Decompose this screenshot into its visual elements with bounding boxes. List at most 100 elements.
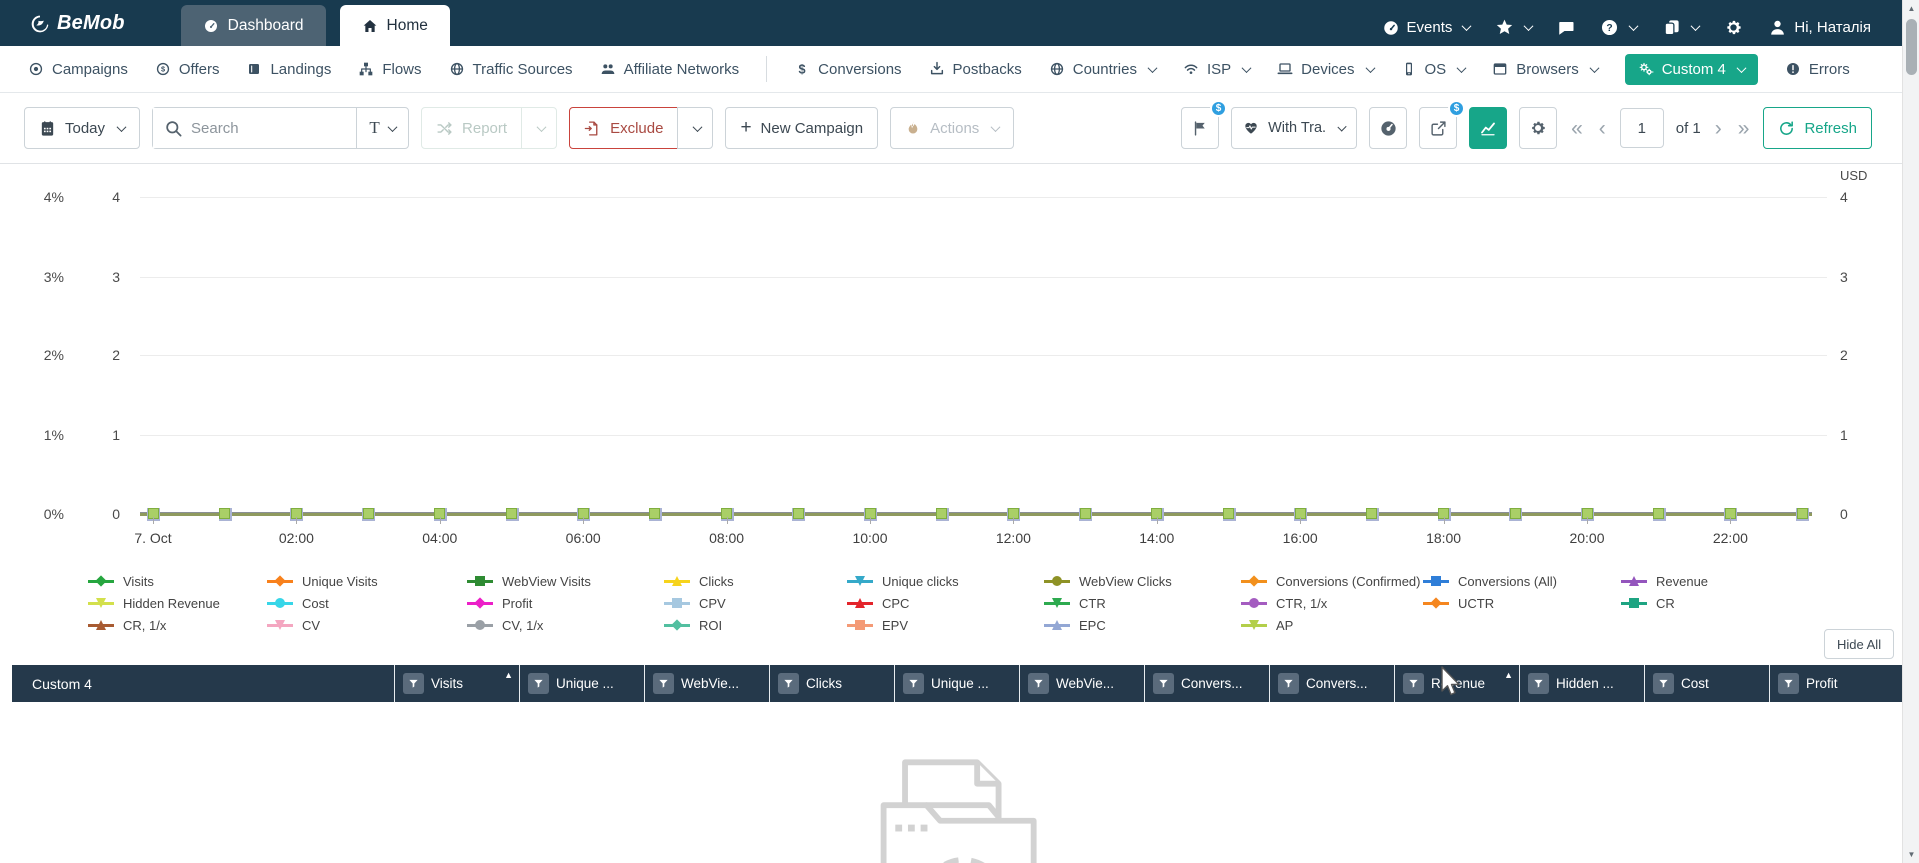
legend-item-uctr[interactable]: UCTR	[1423, 596, 1621, 611]
columns-settings-button[interactable]	[1519, 107, 1558, 149]
filter-funnel-icon[interactable]	[903, 673, 924, 694]
settings-button[interactable]	[1724, 18, 1743, 37]
legend-item-cv-1-x[interactable]: CV, 1/x	[467, 618, 664, 633]
scrollbar-thumb[interactable]	[1906, 19, 1917, 75]
prev-page-button[interactable]: ‹	[1598, 116, 1606, 140]
legend-item-cv[interactable]: CV	[267, 618, 467, 633]
vertical-scrollbar[interactable]: ▲ ▼	[1902, 0, 1919, 863]
legend-item-hidden-revenue[interactable]: Hidden Revenue	[88, 596, 267, 611]
page-number-input[interactable]	[1619, 108, 1664, 148]
date-range-button[interactable]: Today	[24, 107, 141, 149]
legend-item-ctr[interactable]: CTR	[1044, 596, 1241, 611]
filter-funnel-icon[interactable]	[528, 673, 549, 694]
subnav-item-campaigns[interactable]: Campaigns	[28, 61, 128, 78]
legend-item-conversions-all[interactable]: Conversions (All)	[1423, 574, 1621, 589]
column-header-webvie[interactable]: WebVie...	[644, 665, 769, 702]
subnav-item-devices[interactable]: Devices	[1277, 61, 1375, 78]
legend-item-cr[interactable]: CR	[1621, 596, 1848, 611]
refresh-button[interactable]: Refresh	[1763, 107, 1872, 149]
column-header-clicks[interactable]: Clicks	[769, 665, 894, 702]
subnav-item-countries[interactable]: Countries	[1049, 61, 1158, 78]
column-header-custom-4[interactable]: Custom 4	[12, 665, 394, 702]
column-header-webvie[interactable]: WebVie...	[1019, 665, 1144, 702]
report-dropdown-button[interactable]	[521, 107, 558, 149]
sort-asc-icon[interactable]: ▲	[1504, 670, 1513, 680]
hide-all-button[interactable]: Hide All	[1824, 629, 1895, 659]
favorites-menu[interactable]	[1495, 18, 1534, 37]
subnav-item-affiliate-networks[interactable]: Affiliate Networks	[600, 61, 739, 78]
legend-item-profit[interactable]: Profit	[467, 596, 664, 611]
export-button[interactable]: $	[1419, 100, 1466, 149]
subnav-item-offers[interactable]: $ Offers	[155, 61, 219, 78]
exclude-button[interactable]: Exclude	[569, 107, 679, 149]
search-input[interactable]	[153, 108, 357, 148]
last-page-button[interactable]: »	[1737, 116, 1750, 140]
legend-item-cpc[interactable]: CPC	[847, 596, 1044, 611]
new-campaign-button[interactable]: + New Campaign	[725, 107, 879, 149]
legend-item-webview-clicks[interactable]: WebView Clicks	[1044, 574, 1241, 589]
sort-asc-icon[interactable]: ▲	[504, 670, 513, 680]
scroll-up-button[interactable]: ▲	[1907, 4, 1916, 13]
legend-item-unique-visits[interactable]: Unique Visits	[267, 574, 467, 589]
report-button[interactable]: Report	[421, 107, 523, 149]
exclude-dropdown-button[interactable]	[677, 107, 714, 149]
subnav-item-traffic-sources[interactable]: Traffic Sources	[449, 61, 573, 78]
column-header-unique[interactable]: Unique ...	[894, 665, 1019, 702]
subnav-item-browsers[interactable]: Browsers	[1492, 61, 1600, 78]
legend-item-epv[interactable]: EPV	[847, 618, 1044, 633]
column-header-hidden[interactable]: Hidden ...	[1519, 665, 1644, 702]
legend-item-unique-clicks[interactable]: Unique clicks	[847, 574, 1044, 589]
first-page-button[interactable]: «	[1571, 116, 1583, 140]
events-menu[interactable]: Events	[1382, 19, 1472, 37]
legend-item-cr-1-x[interactable]: CR, 1/x	[88, 618, 267, 633]
legend-item-cost[interactable]: Cost	[267, 596, 467, 611]
messages-button[interactable]	[1557, 19, 1575, 37]
filter-funnel-icon[interactable]	[1528, 673, 1549, 694]
subnav-item-errors[interactable]: Errors	[1785, 61, 1850, 78]
legend-item-clicks[interactable]: Clicks	[664, 574, 847, 589]
subnav-item-conversions[interactable]: $ Conversions	[794, 61, 902, 78]
brand-logo[interactable]: BeMob	[30, 12, 125, 35]
subnav-item-os[interactable]: OS	[1401, 61, 1467, 78]
next-page-button[interactable]: ›	[1714, 116, 1722, 140]
filter-funnel-icon[interactable]	[1653, 673, 1674, 694]
account-menu[interactable]: Hi, Наталія	[1768, 18, 1871, 37]
flag-button[interactable]: $	[1181, 100, 1228, 149]
chart-toggle-button[interactable]	[1469, 107, 1508, 149]
scroll-down-button[interactable]: ▼	[1907, 850, 1916, 859]
legend-item-visits[interactable]: Visits	[88, 574, 267, 589]
column-header-cost[interactable]: Cost	[1644, 665, 1769, 702]
help-menu[interactable]: ?	[1600, 18, 1639, 37]
subnav-item-isp[interactable]: ISP	[1183, 61, 1252, 78]
traffic-filter-dropdown[interactable]: With Tra...	[1231, 107, 1358, 149]
actions-button[interactable]: Actions	[890, 107, 1015, 149]
filter-funnel-icon[interactable]	[653, 673, 674, 694]
legend-item-ap[interactable]: AP	[1241, 618, 1423, 633]
column-header-profit[interactable]: Profit	[1769, 665, 1894, 702]
legend-item-revenue[interactable]: Revenue	[1621, 574, 1848, 589]
tab-dashboard[interactable]: Dashboard	[180, 5, 326, 46]
column-header-visits[interactable]: Visits ▲	[394, 665, 519, 702]
subnav-item-flows[interactable]: Flows	[358, 61, 422, 78]
legend-item-cpv[interactable]: CPV	[664, 596, 847, 611]
column-header-unique[interactable]: Unique ...	[519, 665, 644, 702]
filter-funnel-icon[interactable]	[1278, 673, 1299, 694]
legend-item-roi[interactable]: ROI	[664, 618, 847, 633]
visibility-button[interactable]	[1369, 107, 1408, 149]
resources-menu[interactable]	[1662, 18, 1701, 37]
filter-funnel-icon[interactable]	[1153, 673, 1174, 694]
legend-item-conversions-confirmed[interactable]: Conversions (Confirmed)	[1241, 574, 1423, 589]
column-header-convers[interactable]: Convers...	[1269, 665, 1394, 702]
filter-funnel-icon[interactable]	[1028, 673, 1049, 694]
legend-item-webview-visits[interactable]: WebView Visits	[467, 574, 664, 589]
filter-funnel-icon[interactable]	[778, 673, 799, 694]
subnav-item-landings[interactable]: Landings	[246, 61, 331, 78]
column-header-convers[interactable]: Convers...	[1144, 665, 1269, 702]
legend-item-ctr-1-x[interactable]: CTR, 1/x	[1241, 596, 1423, 611]
column-header-revenue[interactable]: Revenue ▲	[1394, 665, 1519, 702]
subnav-item-postbacks[interactable]: Postbacks	[929, 61, 1022, 78]
search-type-selector[interactable]: T	[356, 108, 408, 148]
tab-home[interactable]: Home	[339, 5, 450, 46]
subnav-item-custom-4[interactable]: Custom 4	[1624, 53, 1758, 85]
filter-funnel-icon[interactable]	[1403, 673, 1424, 694]
